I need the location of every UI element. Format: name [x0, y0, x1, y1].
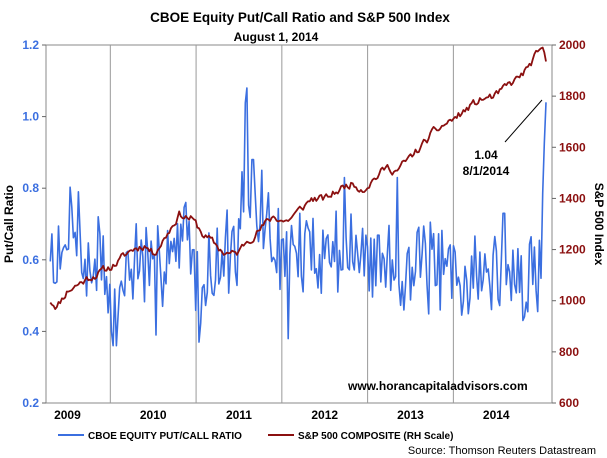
- left-tick-label: 0.6: [22, 253, 39, 267]
- legend-label-sp500: S&P 500 COMPOSITE (RH Scale): [298, 431, 453, 442]
- right-tick-label: 600: [559, 396, 579, 410]
- left-tick-label: 0.2: [22, 396, 39, 410]
- x-tick-label: 2014: [483, 408, 510, 422]
- x-tick-label: 2009: [54, 408, 81, 422]
- left-tick-label: 0.8: [22, 181, 39, 195]
- source-note: Source: Thomson Reuters Datastream: [408, 445, 596, 457]
- x-axis: 2009 2010 2011 2012 2013 2014: [54, 408, 510, 422]
- series-sp500: [49, 46, 547, 311]
- legend-label-put-call: CBOE EQUITY PUT/CALL RATIO: [88, 431, 242, 442]
- annotation-date: 8/1/2014: [463, 164, 510, 178]
- right-tick-label: 1000: [559, 294, 586, 308]
- put-call-line: [49, 87, 547, 347]
- chart-subtitle: August 1, 2014: [234, 30, 319, 44]
- right-axis: 600 800 1000 1200 1400 1600 1800 2000: [552, 38, 586, 410]
- chart-title: CBOE Equity Put/Call Ratio and S&P 500 I…: [150, 10, 450, 25]
- watermark: www.horancapitaladvisors.com: [347, 379, 528, 393]
- left-axis-label: Put/Call Ratio: [2, 185, 16, 263]
- annotation-value: 1.04: [474, 148, 498, 162]
- right-tick-label: 1800: [559, 89, 586, 103]
- sp500-line: [49, 46, 547, 311]
- left-tick-label: 1.0: [22, 110, 39, 124]
- right-tick-label: 800: [559, 345, 579, 359]
- series-put-call: [49, 87, 547, 347]
- right-tick-label: 1400: [559, 191, 586, 205]
- right-tick-label: 1600: [559, 140, 586, 154]
- annotation-leader-line: [504, 99, 543, 143]
- x-tick-label: 2010: [140, 408, 167, 422]
- right-axis-label: S&P 500 Index: [592, 183, 606, 266]
- left-tick-label: 0.4: [22, 324, 39, 338]
- x-tick-label: 2013: [397, 408, 424, 422]
- left-axis: 0.2 0.4 0.6 0.8 1.0 1.2: [22, 38, 46, 410]
- right-tick-label: 2000: [559, 38, 586, 52]
- left-tick-label: 1.2: [22, 38, 39, 52]
- x-tick-label: 2011: [226, 408, 252, 422]
- x-tick-label: 2012: [311, 408, 338, 422]
- right-tick-label: 1200: [559, 243, 586, 257]
